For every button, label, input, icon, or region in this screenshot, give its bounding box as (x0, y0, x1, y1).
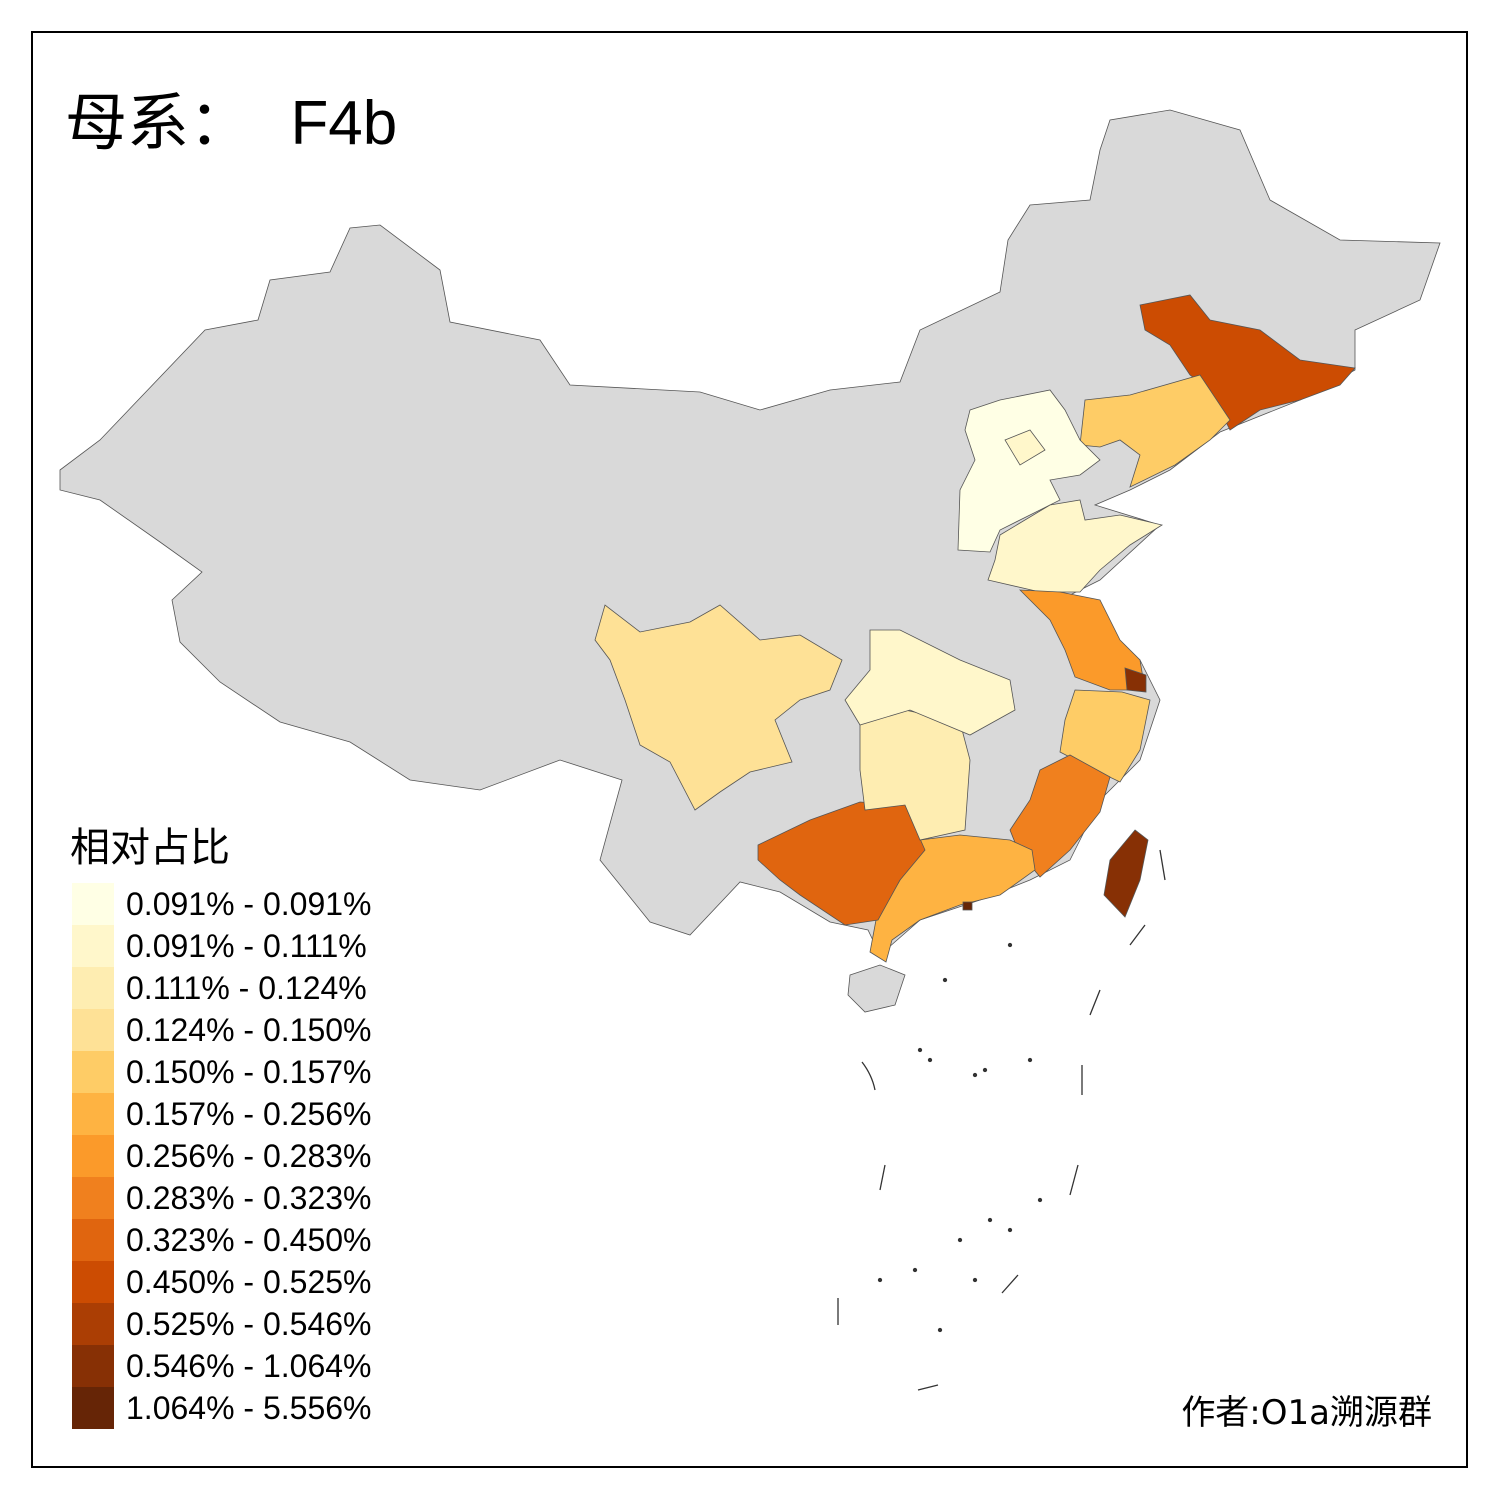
islet (957, 1237, 963, 1243)
title-haplogroup: F4b (290, 89, 398, 158)
islet (1037, 1197, 1043, 1203)
legend-item: 0.157% - 0.256% (72, 1093, 372, 1135)
islet (927, 1057, 933, 1063)
region-no-data (59, 109, 1441, 956)
boundary-dash (861, 1061, 876, 1091)
legend-swatch (72, 1051, 114, 1093)
legend-label: 0.111% - 0.124% (126, 969, 367, 1006)
map-title: 母系： F4b (65, 72, 397, 162)
legend-item: 0.450% - 0.525% (72, 1261, 372, 1303)
islet (917, 1047, 923, 1053)
legend-swatch (72, 1009, 114, 1051)
legend-swatch (72, 1135, 114, 1177)
legend-swatch (72, 967, 114, 1009)
boundary-dash (1159, 849, 1166, 881)
legend-swatch (72, 1219, 114, 1261)
legend-label: 0.157% - 0.256% (126, 1095, 372, 1132)
south-sea-islands (837, 849, 1166, 1391)
legend-item: 0.323% - 0.450% (72, 1219, 372, 1261)
legend-label: 0.450% - 0.525% (126, 1263, 372, 1300)
legend-swatch (72, 1345, 114, 1387)
region-beijing (1004, 429, 1046, 466)
legend-swatch (72, 1261, 114, 1303)
legend-item: 0.283% - 0.323% (72, 1177, 372, 1219)
islet (1007, 942, 1013, 948)
islet (912, 1267, 918, 1273)
legend-label: 0.546% - 1.064% (126, 1347, 372, 1384)
region-shandong (987, 499, 1164, 593)
islet (972, 1072, 978, 1078)
legend-label: 1.064% - 5.556% (126, 1389, 372, 1426)
title-prefix: 母系： (65, 86, 252, 159)
region-jilin (1139, 294, 1356, 431)
map-regions (594, 294, 1356, 963)
legend-label: 0.323% - 0.450% (126, 1221, 372, 1258)
legend-label: 0.091% - 0.111% (126, 927, 367, 964)
boundary-dash (1089, 989, 1101, 1016)
legend-label: 0.256% - 0.283% (126, 1137, 372, 1174)
region-hubei (844, 629, 1016, 736)
islet (1007, 1227, 1013, 1233)
legend-item: 0.256% - 0.283% (72, 1135, 372, 1177)
legend-item: 0.525% - 0.546% (72, 1303, 372, 1345)
region-zhejiang (1059, 689, 1151, 783)
region-liaoning (1079, 374, 1231, 488)
legend-title: 相对占比 (70, 825, 230, 871)
legend-label: 0.150% - 0.157% (126, 1053, 372, 1090)
legend-item: 1.064% - 5.556% (72, 1387, 372, 1429)
legend-swatch (72, 1303, 114, 1345)
boundary-dash (917, 1384, 939, 1391)
boundary-dash (1129, 924, 1146, 946)
islet (942, 977, 948, 983)
author-credit: 作者:O1a溯源群 (1181, 1393, 1432, 1433)
boundary-dash (879, 1164, 886, 1191)
region-hebei (957, 389, 1101, 553)
region-hainan (847, 964, 906, 1013)
islet (972, 1277, 978, 1283)
islet (937, 1327, 943, 1333)
region-fujian (1009, 754, 1111, 878)
islet (982, 1067, 988, 1073)
legend: 0.091% - 0.091% 0.091% - 0.111% 0.111% - 0… (72, 883, 372, 1429)
legend-label: 0.525% - 0.546% (126, 1305, 372, 1342)
legend-label: 0.091% - 0.091% (126, 885, 372, 922)
legend-swatch (72, 883, 114, 925)
legend-label: 0.283% - 0.323% (126, 1179, 372, 1216)
islet (877, 1277, 883, 1283)
legend-item: 0.150% - 0.157% (72, 1051, 372, 1093)
legend-label: 0.124% - 0.150% (126, 1011, 372, 1048)
boundary-dash (1069, 1164, 1079, 1196)
islet (1027, 1057, 1033, 1063)
legend-item: 0.091% - 0.111% (72, 925, 372, 967)
region-shanghai (1124, 667, 1147, 693)
legend-swatch (72, 1387, 114, 1429)
region-taiwan (1103, 829, 1149, 918)
legend-item: 0.546% - 1.064% (72, 1345, 372, 1387)
legend-item: 0.124% - 0.150% (72, 1009, 372, 1051)
legend-swatch (72, 1177, 114, 1219)
map-frame (31, 31, 1468, 1468)
legend-swatch (72, 1093, 114, 1135)
legend-item: 0.111% - 0.124% (72, 967, 372, 1009)
map-base (59, 109, 1441, 1013)
region-hongkong (962, 901, 973, 911)
legend-swatch (72, 925, 114, 967)
region-guangxi (757, 801, 926, 926)
islet (987, 1217, 993, 1223)
boundary-dash (1001, 1274, 1019, 1294)
legend-item: 0.091% - 0.091% (72, 883, 372, 925)
region-sichuan (594, 604, 843, 811)
